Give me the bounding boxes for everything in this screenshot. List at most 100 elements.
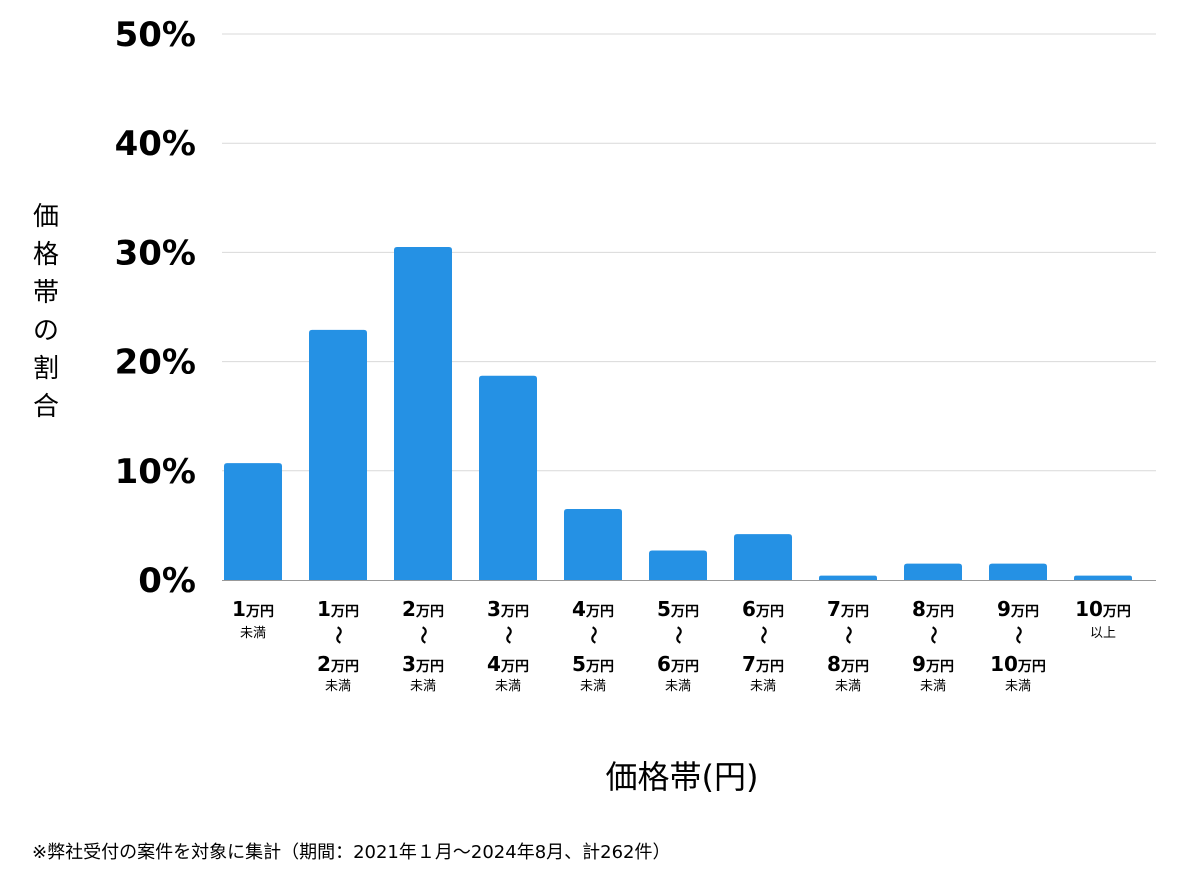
y-axis-ticks: 0% 10% 20% 30% 40% 50% (115, 15, 196, 601)
category-range-tilde: 〜 (327, 626, 348, 644)
category-suffix: 未満 (325, 679, 351, 694)
y-axis-label-char: 合 (33, 392, 59, 422)
category-start: 1万円 (232, 597, 274, 621)
category-end-number: 8 (827, 652, 841, 676)
y-axis-label-char: 価 (33, 202, 59, 232)
category-start: 9万円 (997, 597, 1039, 621)
category-end-unit: 万円 (500, 659, 529, 675)
category-end-unit: 万円 (585, 659, 614, 675)
category-suffix: 以上 (1090, 626, 1116, 641)
category-range-tilde: 〜 (922, 626, 943, 644)
bar (734, 534, 792, 580)
category-suffix: 未満 (580, 679, 606, 694)
category-start-number: 9 (997, 597, 1011, 621)
category-start: 8万円 (912, 597, 954, 621)
category-suffix: 未満 (410, 679, 436, 694)
x-axis-label: 価格帯(円) (606, 758, 759, 796)
category-end-number: 10 (990, 652, 1018, 676)
category-end-unit: 万円 (330, 659, 359, 675)
bar (564, 509, 622, 580)
category-end: 5万円 (572, 652, 614, 676)
category-start-number: 8 (912, 597, 926, 621)
bar (224, 463, 282, 580)
category-start-unit: 万円 (500, 604, 529, 620)
y-tick-label: 10% (115, 452, 196, 492)
bar (394, 246, 452, 580)
bar (989, 563, 1047, 580)
category-start: 3万円 (487, 597, 529, 621)
bar (649, 550, 707, 580)
footnote: ※弊社受付の案件を対象に集計（期間：2021年１月〜2024年8月、計262件） (32, 842, 671, 863)
category-end: 6万円 (657, 652, 699, 676)
category-start-unit: 万円 (925, 604, 954, 620)
category-start-number: 1 (232, 597, 246, 621)
category-end-unit: 万円 (755, 659, 784, 675)
category-end-unit: 万円 (415, 659, 444, 675)
category-end: 3万円 (402, 652, 444, 676)
category-start: 1万円 (317, 597, 359, 621)
category-range-tilde: 〜 (582, 626, 603, 644)
bar-layer (224, 246, 1132, 580)
bar (904, 563, 962, 580)
category-suffix: 未満 (920, 679, 946, 694)
category-start-unit: 万円 (840, 604, 869, 620)
category-suffix: 未満 (750, 679, 776, 694)
category-start-number: 10 (1075, 597, 1103, 621)
category-start-unit: 万円 (1102, 604, 1131, 620)
category-start-unit: 万円 (670, 604, 699, 620)
category-start-unit: 万円 (330, 604, 359, 620)
category-start-number: 4 (572, 597, 586, 621)
category-end-number: 3 (402, 652, 416, 676)
category-suffix: 未満 (1005, 679, 1031, 694)
category-start-unit: 万円 (245, 604, 274, 620)
bar (1074, 575, 1132, 580)
y-axis-label-char: 格 (33, 240, 59, 270)
category-start: 6万円 (742, 597, 784, 621)
category-end-number: 6 (657, 652, 671, 676)
y-axis-label: 価格帯の割合 (33, 202, 59, 422)
category-range-tilde: 〜 (412, 626, 433, 644)
category-suffix: 未満 (665, 679, 691, 694)
category-end-unit: 万円 (670, 659, 699, 675)
category-end: 10万円 (990, 652, 1046, 676)
x-axis-categories: 1万円未満1万円〜2万円未満2万円〜3万円未満3万円〜4万円未満4万円〜5万円未… (232, 597, 1131, 694)
category-start: 10万円 (1075, 597, 1131, 621)
category-end-number: 9 (912, 652, 926, 676)
category-end-unit: 万円 (840, 659, 869, 675)
category-range-tilde: 〜 (752, 626, 773, 644)
y-axis-label-char: の (33, 316, 59, 346)
category-end-number: 4 (487, 652, 501, 676)
grid-layer (222, 33, 1156, 581)
y-tick-label: 0% (138, 561, 196, 601)
category-end: 2万円 (317, 652, 359, 676)
category-start: 4万円 (572, 597, 614, 621)
category-start-unit: 万円 (755, 604, 784, 620)
category-end-unit: 万円 (925, 659, 954, 675)
y-axis-label-char: 割 (33, 354, 59, 384)
category-start-number: 3 (487, 597, 501, 621)
y-axis-label-char: 帯 (33, 278, 59, 308)
bar (309, 329, 367, 580)
category-end: 7万円 (742, 652, 784, 676)
category-start-number: 2 (402, 597, 416, 621)
y-axis-label-text: 価格帯の割合 (33, 202, 59, 422)
y-tick-label: 40% (115, 124, 196, 164)
category-suffix: 未満 (495, 679, 521, 694)
y-tick-label: 50% (115, 15, 196, 55)
category-start-number: 5 (657, 597, 671, 621)
category-start-unit: 万円 (585, 604, 614, 620)
category-end-number: 7 (742, 652, 756, 676)
category-end-number: 2 (317, 652, 331, 676)
